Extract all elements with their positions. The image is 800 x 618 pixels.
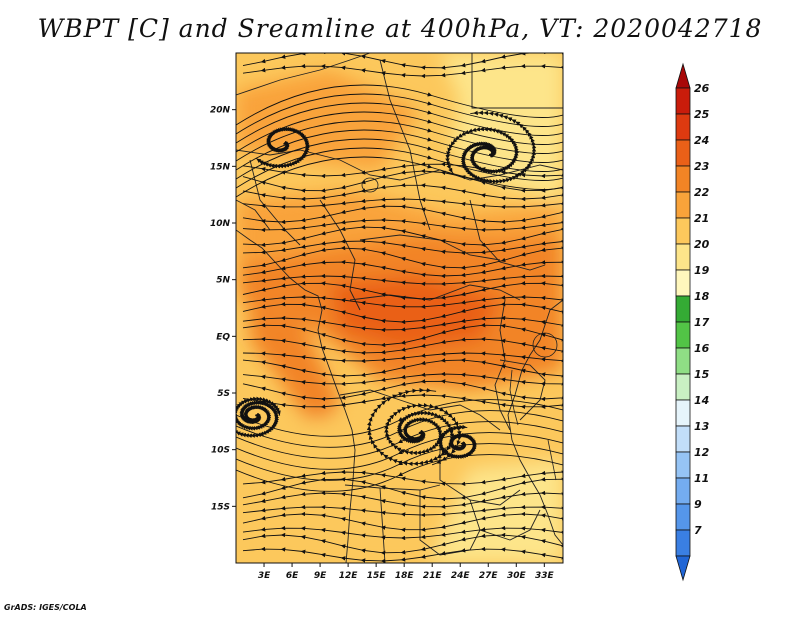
colorbar-segment [675, 321, 691, 349]
streamline [236, 399, 563, 437]
colorbar-segment [675, 165, 691, 193]
streamline [242, 259, 563, 279]
colorbar-label: 9 [694, 498, 702, 511]
colorbar-segment [675, 295, 691, 323]
colorbar-label: 26 [694, 82, 710, 95]
lat-tick-label: 10N [210, 219, 231, 229]
colorbar-label: 15 [694, 368, 710, 381]
colorbar-label: 16 [694, 342, 710, 355]
lon-tick-label: 15E [367, 571, 387, 581]
colorbar-segment [675, 503, 691, 531]
lat-tick-label: EQ [216, 332, 230, 342]
lon-tick-label: 24E [451, 571, 471, 581]
colorbar-segment [675, 113, 691, 141]
lat-tick-label: 10S [211, 446, 230, 456]
lon-tick-label: 18E [395, 571, 415, 581]
colorbar-label: 14 [694, 394, 709, 407]
streamline [242, 336, 563, 356]
colorbar-label: 7 [694, 524, 702, 537]
colorbar-label: 18 [694, 290, 710, 303]
streamline [236, 156, 563, 198]
lon-tick-label: 6E [286, 571, 299, 581]
streamline [242, 350, 563, 364]
colorbar-label: 12 [694, 446, 710, 459]
streamline [242, 357, 563, 379]
grads-credit: GrADS: IGES/COLA [4, 603, 87, 612]
streamline [242, 546, 563, 563]
colorbar-segment [675, 87, 691, 115]
streamline [236, 410, 563, 448]
map-area [236, 53, 563, 563]
colorbar-label: 19 [694, 264, 710, 277]
latitude-axis: 20N 15N 10N 5N EQ 5S 10S 15S [210, 106, 236, 512]
colorbar-segment [675, 243, 691, 271]
lon-tick-label: 27E [479, 571, 499, 581]
colorbar-label: 24 [694, 134, 709, 147]
lon-tick-label: 33E [535, 571, 555, 581]
colorbar-segment [675, 451, 691, 479]
colorbar-segment [675, 347, 691, 375]
colorbar-top-arrow [675, 62, 691, 89]
colorbar-segment [675, 373, 691, 401]
streamlines [236, 53, 563, 563]
colorbar-label: 21 [694, 212, 709, 225]
lat-tick-label: 15S [211, 502, 230, 512]
colorbar-segment [675, 139, 691, 167]
colorbar-segment [675, 217, 691, 245]
lat-tick-label: 20N [210, 106, 231, 116]
lat-tick-label: 5S [217, 389, 230, 399]
streamline [438, 424, 477, 460]
lon-tick-label: 21E [423, 571, 443, 581]
longitude-axis: 3E 6E 9E 12E 15E 18E 21E 24E 27E 30E 33E [258, 563, 555, 581]
lat-tick-label: 15N [210, 162, 231, 172]
colorbar-segment [675, 529, 691, 557]
streamline [236, 432, 563, 470]
colorbar-segment [675, 269, 691, 297]
streamline [460, 110, 537, 184]
colorbar-segment [675, 191, 691, 219]
colorbar-label: 17 [694, 316, 710, 329]
streamline [242, 63, 563, 79]
colorbar-label: 23 [694, 160, 710, 173]
colorbar-segment [675, 477, 691, 505]
lon-tick-label: 30E [507, 571, 527, 581]
colorbar-segment [675, 425, 691, 453]
streamline [236, 443, 563, 481]
map-frame [235, 52, 564, 564]
colorbar-label: 25 [694, 108, 710, 121]
streamline [366, 387, 455, 467]
colorbar-bottom-arrow [675, 555, 691, 582]
lon-tick-label: 12E [339, 571, 359, 581]
colorbar-label: 22 [694, 186, 710, 199]
streamline [236, 454, 563, 492]
streamline [255, 126, 310, 169]
lat-tick-label: 5N [216, 276, 230, 286]
lon-tick-label: 9E [314, 571, 327, 581]
colorbar-label: 13 [694, 420, 710, 433]
lon-tick-label: 3E [258, 571, 271, 581]
colorbar-segment [675, 399, 691, 427]
colorbar: 26 25 24 23 22 21 20 19 18 17 16 15 14 13 12 11 9 7 [675, 62, 710, 582]
streamline [236, 421, 563, 459]
page-title: WBPT [C] and Sreamline at 400hPa, VT: 20… [37, 14, 763, 43]
colorbar-label: 20 [694, 238, 710, 251]
colorbar-label: 11 [694, 472, 709, 485]
